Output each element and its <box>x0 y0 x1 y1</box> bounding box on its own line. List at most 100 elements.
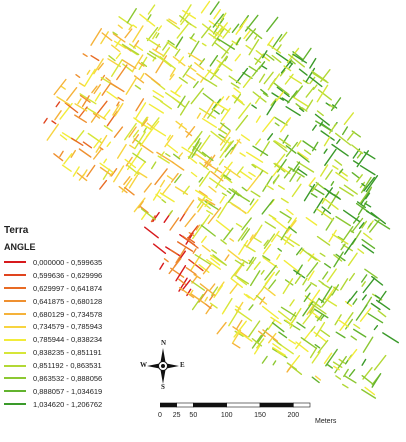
street-segment <box>77 98 82 105</box>
street-segment <box>262 116 275 133</box>
street-segment <box>359 307 372 322</box>
street-segment <box>223 175 233 184</box>
scale-segment <box>293 402 311 408</box>
street-segment <box>165 152 171 158</box>
street-segment <box>78 106 88 119</box>
street-segment <box>267 43 282 54</box>
street-segment <box>330 180 335 187</box>
street-segment <box>132 129 140 138</box>
street-segment <box>245 28 257 42</box>
street-segment <box>74 114 88 124</box>
street-segment <box>193 273 202 280</box>
street-segment <box>311 351 321 364</box>
street-segment <box>351 217 364 233</box>
street-segment <box>152 48 165 57</box>
street-segment <box>327 190 341 200</box>
street-segment <box>311 141 319 152</box>
street-segment <box>166 134 172 141</box>
legend-label: 0,680129 - 0,734578 <box>33 309 103 319</box>
street-segment <box>201 23 218 36</box>
street-segment <box>346 298 351 304</box>
street-segment <box>117 24 123 29</box>
street-segment <box>328 123 337 134</box>
street-segment <box>138 200 144 209</box>
street-segment <box>284 233 292 245</box>
street-segment <box>283 167 293 179</box>
street-segment <box>271 54 282 63</box>
street-segment <box>217 202 229 219</box>
street-segment <box>116 64 128 81</box>
street-segment <box>215 219 231 232</box>
street-segment <box>235 301 244 313</box>
street-segment <box>235 305 242 310</box>
street-segment <box>367 222 372 228</box>
street-segment <box>211 249 218 254</box>
street-segment <box>323 197 339 210</box>
street-segment <box>106 90 119 100</box>
street-segment <box>281 97 290 103</box>
street-segment <box>112 104 120 116</box>
street-segment <box>340 278 349 291</box>
street-segment <box>274 140 287 149</box>
street-segment <box>181 146 196 157</box>
street-segment <box>312 72 329 84</box>
street-segment <box>200 0 211 14</box>
street-segment <box>267 319 276 330</box>
street-segment <box>324 148 337 167</box>
legend-item: 0,863532 - 0,888056 <box>4 372 154 385</box>
street-segment <box>301 47 312 62</box>
street-segment <box>241 259 249 264</box>
street-segment <box>311 182 319 193</box>
legend-swatch <box>4 274 26 277</box>
street-segment <box>133 161 146 177</box>
street-segment <box>364 386 376 396</box>
street-segment <box>59 150 64 158</box>
street-segment <box>316 235 331 246</box>
street-segment <box>277 247 282 252</box>
street-segment <box>296 161 315 173</box>
north-arrow: N S W E <box>140 339 186 391</box>
street-segment <box>169 217 180 231</box>
street-segment <box>157 155 170 164</box>
street-segment <box>178 56 185 64</box>
street-segment <box>194 253 212 265</box>
street-segment <box>306 262 319 278</box>
street-segment <box>350 335 357 341</box>
street-segment <box>310 282 318 287</box>
street-segment <box>337 235 344 241</box>
street-segment <box>202 263 212 275</box>
street-segment <box>320 285 333 304</box>
street-segment <box>235 67 249 84</box>
street-segment <box>205 198 216 206</box>
legend-item: 0,888057 - 1,034619 <box>4 385 154 398</box>
legend-item: 0,838235 - 0,851191 <box>4 346 154 359</box>
street-segment <box>183 199 195 214</box>
street-segment <box>333 254 343 262</box>
street-segment <box>226 190 232 195</box>
street-segment <box>302 308 316 325</box>
street-segment <box>272 174 280 185</box>
street-segment <box>185 267 197 276</box>
street-segment <box>332 165 339 170</box>
street-segment <box>205 303 212 309</box>
street-segment <box>140 208 157 221</box>
street-segment <box>305 216 318 226</box>
street-segment <box>271 92 284 101</box>
street-segment <box>192 80 199 89</box>
street-segment <box>295 341 309 353</box>
street-segment <box>198 264 210 273</box>
legend-label: 0,734579 - 0,785943 <box>33 322 103 332</box>
street-segment <box>243 244 256 253</box>
street-segment <box>137 171 148 179</box>
street-segment <box>361 294 367 301</box>
street-segment <box>285 141 298 158</box>
street-segment <box>139 205 149 214</box>
street-segment <box>231 342 241 349</box>
street-segment <box>140 72 145 80</box>
street-segment <box>160 151 165 157</box>
street-segment <box>309 347 318 359</box>
street-segment <box>170 267 185 278</box>
street-segment <box>208 185 217 193</box>
street-segment <box>291 183 302 198</box>
street-segment <box>343 112 354 126</box>
